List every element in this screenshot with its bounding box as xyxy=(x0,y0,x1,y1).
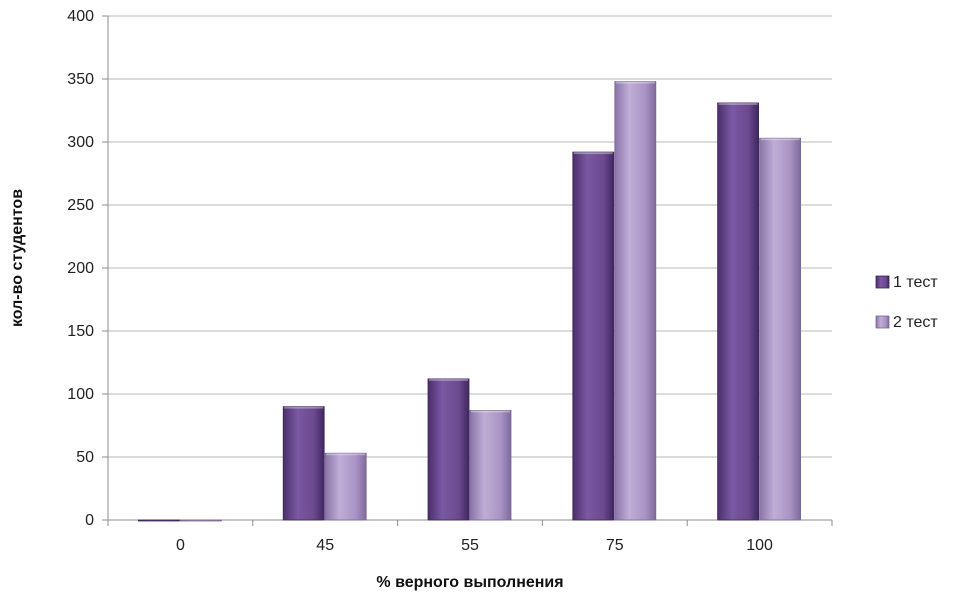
bar-1-55 xyxy=(427,378,470,521)
bar-2-45 xyxy=(324,452,367,521)
bar-1-45 xyxy=(282,406,325,521)
bar-2-100 xyxy=(759,137,801,521)
bar-1-100 xyxy=(717,102,759,521)
y-tick-label: 100 xyxy=(67,386,94,403)
y-tick-label: 250 xyxy=(67,197,94,214)
bar-highlight xyxy=(284,406,324,409)
bar-highlight xyxy=(326,453,366,456)
bar-highlight xyxy=(615,81,655,84)
x-tick-label: 55 xyxy=(461,537,479,554)
x-tick-label: 0 xyxy=(176,537,185,554)
bars xyxy=(137,81,801,522)
bar-1-75 xyxy=(572,151,615,521)
legend-swatch-2 xyxy=(875,315,890,329)
bar-1-0 xyxy=(137,519,180,522)
legend-label-2: 2 тест xyxy=(893,314,938,331)
bar-2-0 xyxy=(179,519,222,522)
x-tick-label: 45 xyxy=(316,537,334,554)
bar-highlight xyxy=(471,410,510,413)
y-tick-label: 0 xyxy=(85,512,94,529)
bar-highlight xyxy=(429,378,468,381)
y-axis-title: кол-во студентов xyxy=(9,189,26,327)
legend-label-1: 1 тест xyxy=(893,274,938,291)
y-tick-label: 150 xyxy=(67,323,94,340)
x-tick-label: 100 xyxy=(746,537,773,554)
x-axis-title: % верного выполнения xyxy=(376,574,563,591)
bar-2-55 xyxy=(469,409,512,521)
y-tick-label: 350 xyxy=(67,71,94,88)
y-tick-label: 300 xyxy=(67,134,94,151)
tick-labels: 0 50 100 150 200 250 300 350 400 0 45 55 75 100 xyxy=(67,8,773,554)
legend-swatch-1 xyxy=(875,275,890,289)
y-tick-label: 200 xyxy=(67,260,94,277)
gridlines xyxy=(108,15,832,458)
bar-2-75 xyxy=(614,81,657,521)
bar-highlight xyxy=(760,138,800,141)
y-tick-label: 400 xyxy=(67,8,94,25)
bar-highlight xyxy=(573,152,613,155)
bar-highlight xyxy=(718,102,758,105)
x-tick-label: 75 xyxy=(606,537,624,554)
legend: 1 тест 2 тест xyxy=(875,274,938,331)
y-tick-label: 50 xyxy=(76,449,94,466)
